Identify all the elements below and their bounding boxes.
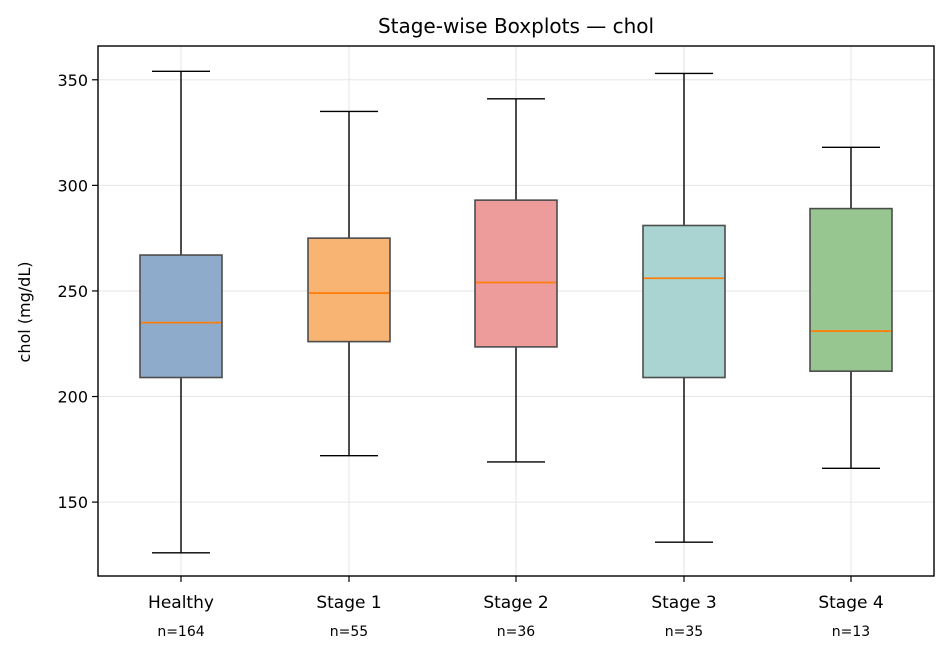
iqr-box xyxy=(307,237,391,343)
x-tick-label: Healthy xyxy=(148,593,214,613)
x-tick-label: Stage 4 xyxy=(818,593,883,613)
y-tick-label: 200 xyxy=(57,388,88,407)
box-group xyxy=(139,70,893,554)
sample-count-label: n=13 xyxy=(832,624,870,640)
x-tick-label: Stage 3 xyxy=(651,593,716,613)
iqr-box xyxy=(139,254,223,379)
sample-count-label: n=36 xyxy=(497,624,536,640)
y-tick-label: 350 xyxy=(57,71,88,90)
axis-ticks: 150 200 250 300 350 Healthy n=164 Stage 1 n=55 St… xyxy=(57,71,883,640)
y-tick-label: 250 xyxy=(57,282,88,301)
chart-title: Stage-wise Boxplots — chol xyxy=(378,14,654,38)
iqr-box xyxy=(809,207,893,372)
y-axis-label: chol (mg/dL) xyxy=(15,262,34,363)
iqr-box xyxy=(474,199,558,348)
sample-count-label: n=35 xyxy=(665,624,703,640)
sample-count-label: n=55 xyxy=(330,624,368,640)
sample-count-label: n=164 xyxy=(157,624,204,640)
x-tick-label: Stage 2 xyxy=(483,593,548,613)
y-tick-label: 150 xyxy=(57,493,88,512)
x-tick-label: Stage 1 xyxy=(316,593,381,613)
iqr-box xyxy=(642,224,726,379)
y-tick-label: 300 xyxy=(57,176,88,195)
